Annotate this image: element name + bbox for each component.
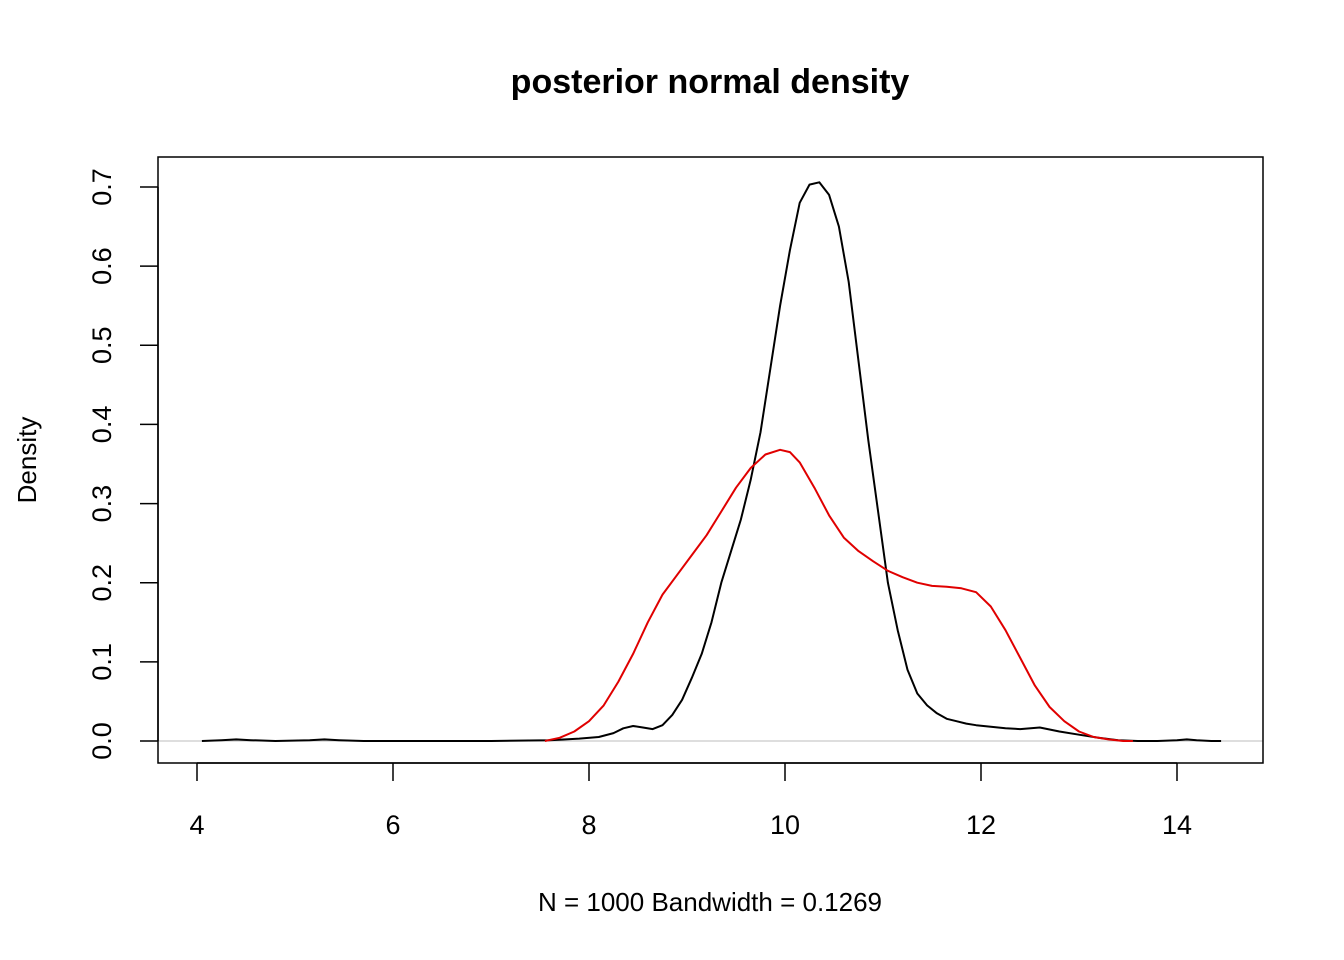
x-tick-label: 4 [189, 810, 204, 840]
y-axis-label: Density [12, 417, 42, 504]
x-tick-label: 6 [385, 810, 400, 840]
series-layer [201, 181, 1222, 742]
y-tick-label: 0.6 [87, 247, 117, 285]
y-tick-label: 0.3 [87, 485, 117, 523]
x-axis: 4 6 8 10 12 14 [189, 762, 1192, 840]
density-line-red [544, 448, 1133, 742]
plot-frame [157, 156, 1264, 764]
x-tick-label: 10 [770, 810, 800, 840]
x-tick-label: 8 [581, 810, 596, 840]
x-axis-label: N = 1000 Bandwidth = 0.1269 [538, 887, 882, 917]
chart-title: posterior normal density [511, 63, 910, 101]
y-tick-label: 0.0 [87, 722, 117, 760]
density-line-black [201, 181, 1222, 742]
y-tick-label: 0.4 [87, 406, 117, 444]
y-tick-label: 0.7 [87, 168, 117, 206]
y-tick-label: 0.5 [87, 327, 117, 365]
y-tick-label: 0.1 [87, 643, 117, 681]
y-axis: 0.0 0.1 0.2 0.3 0.4 0.5 0.6 0.7 [87, 168, 159, 760]
y-tick-label: 0.2 [87, 564, 117, 602]
x-tick-label: 14 [1162, 810, 1192, 840]
x-tick-label: 12 [966, 810, 996, 840]
